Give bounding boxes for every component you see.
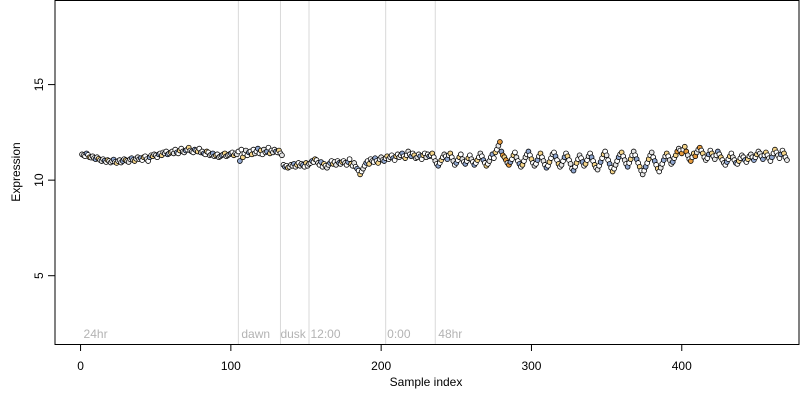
region-label: 12:00 bbox=[311, 327, 341, 341]
region-labels: 24hr dawn dusk 12:00 0:00 48hr bbox=[84, 327, 463, 341]
data-point bbox=[603, 152, 610, 159]
region-label: 24hr bbox=[84, 327, 108, 341]
data-point bbox=[784, 157, 790, 163]
data-point bbox=[497, 139, 503, 145]
data-point bbox=[279, 152, 285, 159]
time-dividers bbox=[237, 0, 436, 345]
region-label: dawn bbox=[241, 327, 270, 341]
y-tick-label: 5 bbox=[32, 272, 46, 279]
region-label: 0:00 bbox=[387, 327, 411, 341]
y-tick-label: 15 bbox=[32, 78, 46, 92]
x-axis: 0 100 200 300 400 bbox=[77, 344, 692, 373]
region-label: 48hr bbox=[438, 327, 462, 341]
data-point bbox=[648, 149, 655, 156]
region-label: dusk bbox=[280, 327, 306, 341]
x-tick-label: 0 bbox=[77, 359, 84, 373]
x-tick-label: 100 bbox=[221, 359, 241, 373]
data-point bbox=[491, 155, 497, 161]
y-axis: 5 10 15 bbox=[32, 78, 55, 279]
x-tick-label: 400 bbox=[672, 359, 692, 373]
x-tick-label: 300 bbox=[521, 359, 541, 373]
x-axis-title: Sample index bbox=[390, 375, 463, 389]
data-point bbox=[681, 143, 688, 150]
data-point bbox=[512, 149, 518, 156]
x-tick-label: 200 bbox=[371, 359, 391, 373]
data-point bbox=[458, 151, 464, 158]
data-point bbox=[567, 161, 574, 167]
data-point bbox=[237, 158, 243, 164]
data-point bbox=[346, 156, 353, 162]
y-axis-title: Expression bbox=[9, 142, 23, 201]
y-tick-label: 10 bbox=[32, 173, 46, 187]
data-points bbox=[79, 139, 790, 178]
